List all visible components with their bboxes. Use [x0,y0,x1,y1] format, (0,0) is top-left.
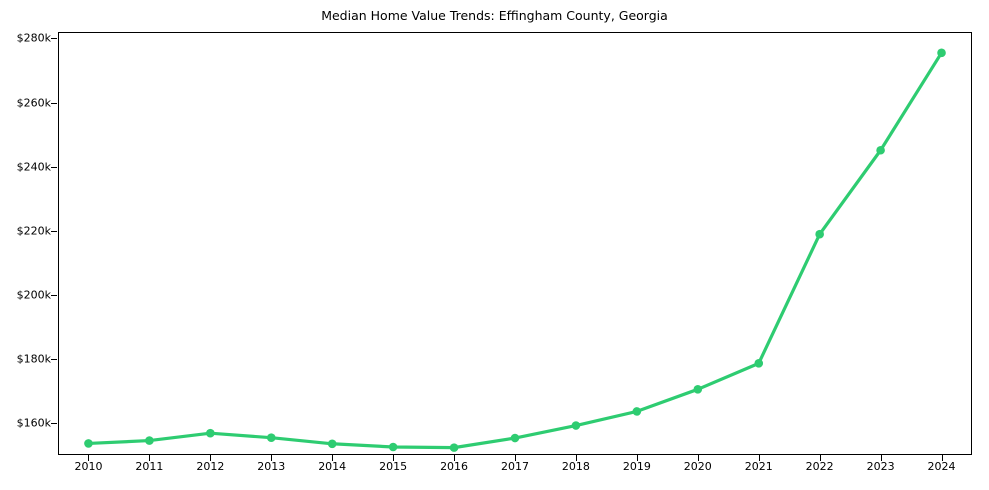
x-axis-tick-label: 2012 [196,460,225,473]
y-axis-tick-label: $220k [16,224,51,238]
x-axis-tick-mark [758,455,760,461]
y-axis-tick-label: $280k [16,31,51,45]
x-axis-tick-mark [880,455,882,461]
x-axis-tick-label: 2021 [744,460,773,473]
x-axis-tick-mark [697,455,699,461]
x-axis-tick-label: 2019 [622,460,651,473]
x-axis-tick-label: 2016 [440,460,469,473]
x-axis-tick-label: 2024 [927,460,956,473]
data-point-marker [266,433,276,443]
chart-title: Median Home Value Trends: Effingham Coun… [321,8,668,23]
data-point-marker [876,145,885,155]
x-axis-tick-mark [210,455,212,461]
x-axis-tick-mark [575,455,577,461]
x-axis-tick-label: 2023 [866,460,895,473]
x-axis-tick-mark [636,455,638,461]
data-point-marker [84,439,93,448]
y-axis-tick-mark [51,102,57,104]
x-axis-tick-label: 2017 [501,460,529,473]
data-point-marker [937,48,946,58]
data-point-marker [145,436,154,445]
series-line [86,51,944,450]
x-axis-tick-label: 2013 [257,460,286,473]
x-axis-tick-label: 2010 [74,460,103,473]
data-series-layer [84,48,946,452]
x-axis-tick-label: 2015 [379,460,408,473]
y-axis-tick-label: $240k [16,160,51,174]
data-point-marker [206,428,215,438]
y-axis-tick-label: $200k [16,288,51,302]
data-point-marker [815,229,824,239]
y-axis-tick-label: $260k [16,96,51,109]
data-point-marker [571,421,581,430]
x-axis-tick-label: 2018 [561,460,590,473]
x-axis-tick-mark [515,455,516,461]
x-axis-tick-label: 2022 [805,460,834,473]
x-axis-tick-label: 2020 [683,460,712,473]
y-axis-tick-mark [51,230,57,232]
x-axis-tick-mark [332,455,334,461]
data-point-marker [449,443,459,452]
x-axis-tick-mark [454,455,456,461]
data-point-marker [693,385,703,394]
x-axis-tick-mark [393,455,395,461]
y-axis-tick-label: $160k [16,416,51,430]
x-axis-tick-mark [941,455,943,461]
x-axis-tick-mark [88,455,90,461]
y-axis-tick-mark [51,166,57,168]
x-axis-tick-label: 2011 [135,460,164,473]
data-point-marker [754,359,764,368]
y-axis-tick-label: $180k [16,352,51,366]
y-axis-tick-mark [51,422,57,424]
data-point-marker [388,442,398,452]
plot-area [58,32,972,455]
x-axis-tick-label: 2014 [318,460,347,473]
y-axis-tick-mark [51,38,57,40]
y-axis-tick-labels: $160k $180k $200k $220k $240k $260k $280k [0,0,57,490]
y-axis-tick-mark [51,294,57,296]
x-axis-tick-mark [819,455,821,461]
y-axis-tick-mark [51,358,57,360]
data-point-marker [632,407,642,416]
data-point-marker [327,439,337,449]
x-axis-tick-mark [271,455,273,461]
x-axis-tick-mark [149,455,151,461]
data-point-marker [510,433,520,443]
